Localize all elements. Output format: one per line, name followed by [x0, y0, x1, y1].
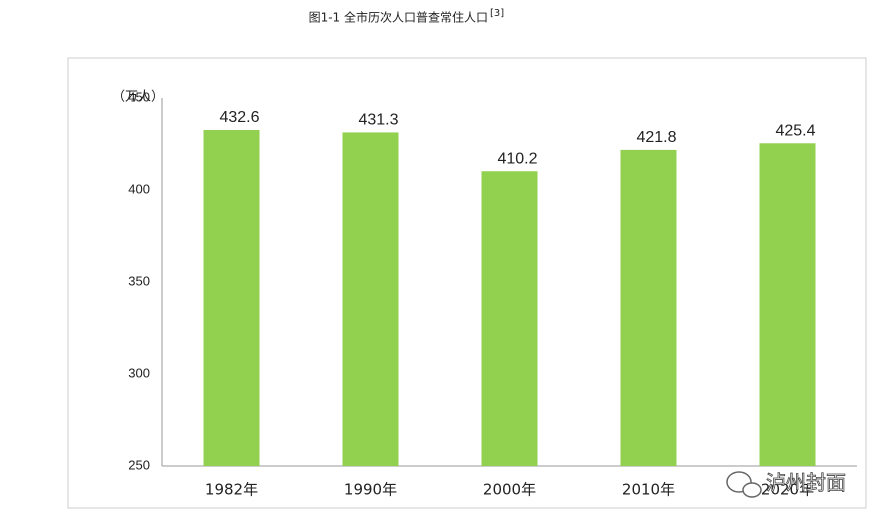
bar — [481, 171, 538, 466]
x-tick-label: 2020年 — [761, 481, 814, 499]
watermark: 泸州封面 — [766, 471, 846, 495]
x-tick-label: 2010年 — [622, 481, 675, 499]
unit-label: （万人） — [112, 90, 164, 105]
chart-frame — [67, 57, 867, 509]
value-label: 432.6 — [219, 109, 259, 126]
y-tick-label: 300 — [128, 365, 150, 380]
x-tick-label: 2000年 — [483, 481, 536, 499]
bar — [342, 132, 399, 466]
chart-title: 图1-1 全市历次人口普查常住人口 — [309, 10, 488, 25]
value-label: 425.4 — [775, 122, 815, 139]
x-tick-label: 1982年 — [205, 481, 258, 499]
y-tick-label: 250 — [128, 457, 150, 472]
value-label: 431.3 — [358, 112, 398, 129]
y-tick-label: 400 — [128, 181, 150, 196]
value-label: 421.8 — [636, 129, 676, 146]
title-superscript: [3] — [490, 8, 504, 19]
y-tick-label: 450 — [128, 89, 150, 104]
bar — [203, 130, 260, 467]
bar — [759, 143, 816, 466]
bar — [620, 149, 677, 466]
y-tick-label: 350 — [128, 273, 150, 288]
x-tick-label: 1990年 — [344, 481, 397, 499]
value-label: 410.2 — [497, 150, 537, 167]
watermark-icon — [726, 471, 762, 498]
